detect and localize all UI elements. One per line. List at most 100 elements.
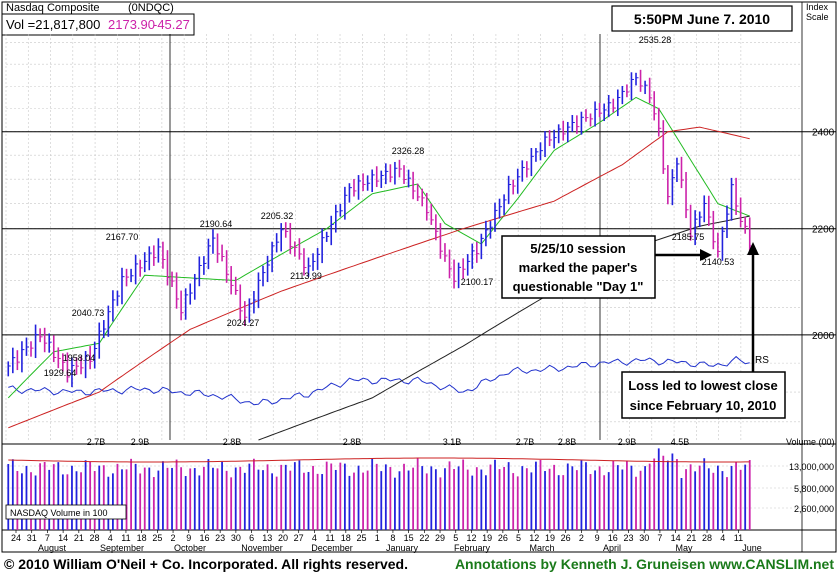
x-day-label: 1 <box>375 533 380 543</box>
x-day-label: 6 <box>249 533 254 543</box>
x-day-label: 11 <box>121 533 130 543</box>
x-day-label: 2 <box>579 533 584 543</box>
x-day-label: 18 <box>341 533 351 543</box>
price-label: 2100.17 <box>461 277 494 287</box>
price-label: 2205.32 <box>261 211 294 221</box>
x-day-label: 9 <box>595 533 600 543</box>
y-tick-label: 2400 <box>812 128 835 139</box>
x-day-label: 31 <box>27 533 37 543</box>
x-day-label: 20 <box>278 533 288 543</box>
loss-note-line1: Loss led to lowest close <box>628 378 778 393</box>
volume-peak-label: 2.9B <box>618 437 637 447</box>
scale-label-1: Index <box>806 2 829 12</box>
vol-label: Vol =21,817,800 <box>6 17 100 32</box>
x-day-label: 7 <box>45 533 50 543</box>
x-day-label: 25 <box>152 533 162 543</box>
y-axis: 2000 2200 2400 <box>812 128 835 342</box>
x-month-label: March <box>529 543 554 553</box>
price-label: 1958.04 <box>63 353 96 363</box>
x-day-label: 4 <box>312 533 317 543</box>
x-day-label: 29 <box>435 533 445 543</box>
x-day-label: 21 <box>74 533 84 543</box>
rs-line <box>8 355 750 406</box>
price-bars <box>7 69 753 388</box>
timestamp: 5:50PM June 7. 2010 <box>634 11 770 27</box>
x-month-label: November <box>241 543 283 553</box>
x-day-label: 11 <box>325 533 334 543</box>
price-change: -45.27 <box>153 17 190 32</box>
x-day-label: 12 <box>466 533 476 543</box>
day1-note-box <box>501 235 656 299</box>
day1-note-line3: questionable "Day 1" <box>513 279 644 294</box>
x-day-label: 4 <box>108 533 113 543</box>
volume-bars: 2.7B 2.9B 2.8B 2.8B 3.1B 2.7B 2.8B 2.9B 4.5B <box>7 437 751 530</box>
y-tick-label: 2200 <box>812 225 835 236</box>
x-axis: 24 31 7 14 21 28 4 11 18 25 2 9 16 23 30 6 13 20 27 4 11 18 25… <box>11 530 762 553</box>
x-day-label: 5 <box>516 533 521 543</box>
volume-label-box <box>5 504 127 520</box>
x-day-label: 2 <box>171 533 176 543</box>
x-day-label: 24 <box>11 533 21 543</box>
x-day-label: 18 <box>137 533 147 543</box>
volume-tick-label: 2,600,000 <box>794 504 834 514</box>
x-day-label: 11 <box>734 533 743 543</box>
x-month-label: September <box>100 543 144 553</box>
x-day-label: 30 <box>231 533 241 543</box>
x-day-label: 19 <box>482 533 492 543</box>
volume-peak-label: 2.7B <box>87 437 106 447</box>
x-day-label: 16 <box>608 533 618 543</box>
x-day-label: 28 <box>90 533 100 543</box>
ma-long-line <box>258 215 750 441</box>
x-day-label: 23 <box>623 533 633 543</box>
x-day-label: 30 <box>639 533 649 543</box>
last-price: 2173.90 <box>108 17 155 32</box>
volume-peak-label: 2.8B <box>558 437 577 447</box>
volume-peak-label: 2.8B <box>343 437 362 447</box>
x-day-label: 26 <box>561 533 571 543</box>
price-label: 2185.75 <box>672 232 705 242</box>
price-label: 2167.70 <box>106 232 139 242</box>
volume-label: NASDAQ Volume in 100 <box>10 508 108 518</box>
x-day-label: 23 <box>215 533 225 543</box>
x-day-label: 7 <box>657 533 662 543</box>
price-label: 2326.28 <box>392 146 425 156</box>
x-month-label: February <box>454 543 491 553</box>
x-day-label: 22 <box>419 533 429 543</box>
grid <box>2 2 836 552</box>
x-day-label: 12 <box>529 533 539 543</box>
volume-peak-label: 2.9B <box>131 437 150 447</box>
day1-note-line1: 5/25/10 session <box>530 241 625 256</box>
credit: Annotations by Kenneth J. Gruneisen www.… <box>454 556 834 572</box>
volume-peak-label: 2.7B <box>516 437 535 447</box>
x-day-label: 25 <box>357 533 367 543</box>
price-label: 1929.64 <box>44 368 77 378</box>
info-box <box>1 13 195 36</box>
x-day-label: 9 <box>186 533 191 543</box>
index-name: Nasdaq Composite <box>6 2 100 14</box>
x-day-label: 4 <box>720 533 725 543</box>
volume-peak-label: 3.1B <box>443 437 462 447</box>
x-month-label: June <box>742 543 762 553</box>
volume-peak-label: 4.5B <box>671 437 690 447</box>
loss-arrowhead <box>747 242 759 255</box>
ma50-line <box>7 96 750 399</box>
y-tick-label: 2000 <box>812 331 835 342</box>
x-day-label: 8 <box>390 533 395 543</box>
x-day-label: 5 <box>453 533 458 543</box>
volume-tick-label: 13,000,000 <box>789 462 834 472</box>
timestamp-box <box>611 5 793 32</box>
volume-tick-label: 5,800,000 <box>794 484 834 494</box>
price-label: 2113.99 <box>290 271 322 281</box>
day1-arrowhead <box>700 249 712 261</box>
x-day-label: 19 <box>545 533 555 543</box>
price-label: 2535.28 <box>639 35 672 45</box>
price-label: 2024.27 <box>227 318 260 328</box>
x-day-label: 14 <box>58 533 68 543</box>
price-labels: 1929.64 1958.04 2167.70 2040.73 2190.64 2024.… <box>44 35 735 378</box>
x-day-label: 13 <box>262 533 272 543</box>
ticker: (0NDQC) <box>128 2 174 14</box>
x-month-label: April <box>603 543 621 553</box>
loss-note-line2: since February 10, 2010 <box>630 398 777 413</box>
moving-averages <box>7 96 750 441</box>
